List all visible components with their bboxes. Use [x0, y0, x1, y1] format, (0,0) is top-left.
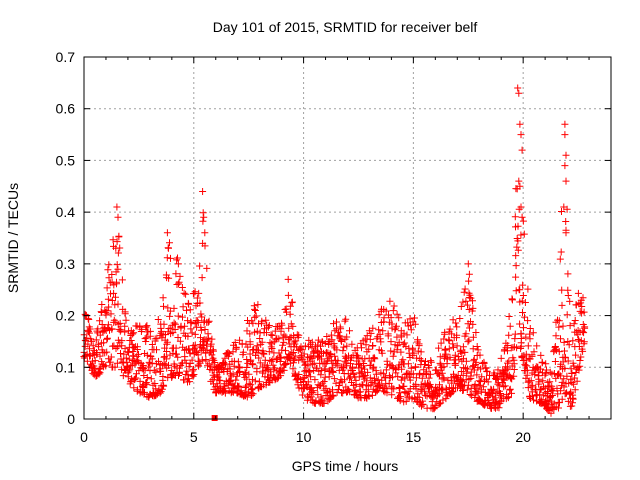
y-tick-label: 0	[67, 411, 75, 427]
y-tick-label: 0.1	[56, 359, 76, 375]
y-axis-label: SRMTID / TECUs	[5, 183, 21, 293]
y-tick-label: 0.5	[56, 152, 76, 168]
axis-ticks: 0 5 10 15 20 0 0.1 0.2 0.3 0.4 0.5 0.6 0.7	[56, 49, 612, 445]
y-tick-label: 0.4	[56, 204, 76, 220]
data-points	[80, 84, 589, 421]
x-tick-label: 20	[515, 429, 531, 445]
x-tick-label: 5	[190, 429, 198, 445]
x-tick-label: 10	[296, 429, 312, 445]
y-tick-label: 0.7	[56, 49, 76, 65]
x-tick-label: 0	[80, 429, 88, 445]
x-axis-label: GPS time / hours	[292, 458, 399, 474]
chart-title: Day 101 of 2015, SRMTID for receiver bel…	[213, 19, 478, 35]
gap-marker	[211, 415, 218, 421]
y-tick-label: 0.6	[56, 101, 76, 117]
y-tick-label: 0.2	[56, 308, 76, 324]
x-tick-label: 15	[406, 429, 422, 445]
y-tick-label: 0.3	[56, 256, 76, 272]
